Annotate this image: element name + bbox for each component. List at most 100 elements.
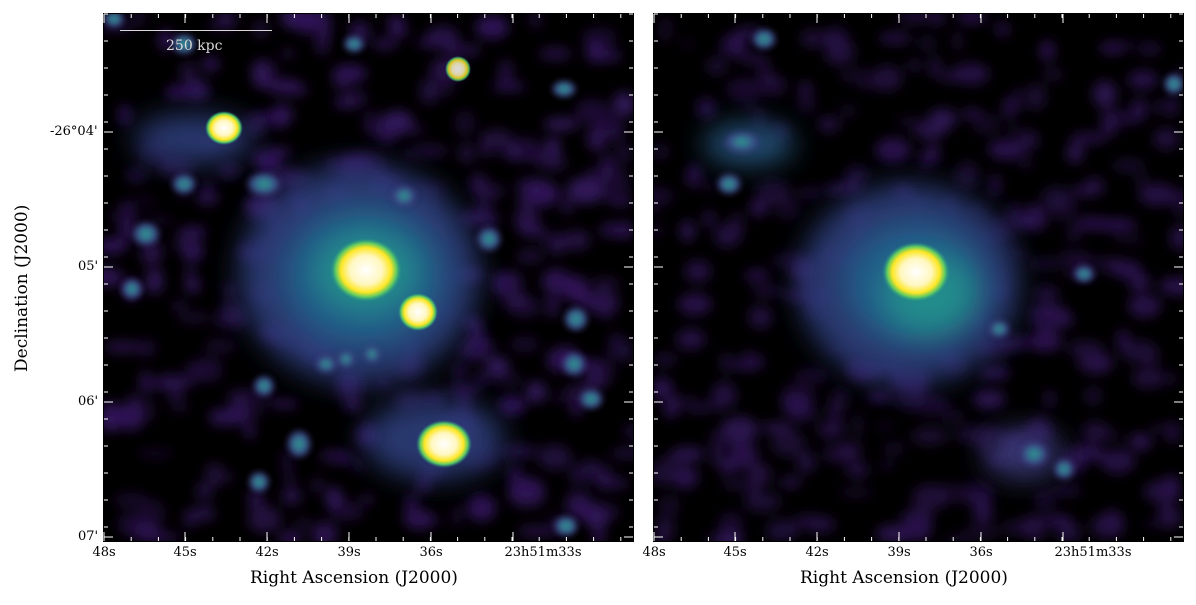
noise-blob — [466, 493, 497, 522]
noise-blob — [177, 311, 211, 325]
noise-blob — [202, 56, 220, 72]
noise-blob — [1101, 509, 1124, 533]
noise-blob — [564, 229, 591, 251]
noise-blob — [250, 58, 278, 84]
noise-blob — [929, 55, 941, 79]
noise-blob — [1021, 514, 1048, 535]
noise-blob — [491, 81, 527, 92]
right-x-tick-label: 39s — [887, 545, 911, 560]
noise-blob — [906, 60, 924, 71]
noise-blob — [201, 178, 215, 204]
noise-blob — [880, 461, 894, 470]
noise-blob — [685, 163, 703, 188]
noise-blob — [703, 181, 715, 193]
noise-blob — [1153, 127, 1180, 150]
noise-blob — [838, 68, 875, 83]
noise-blob — [560, 197, 573, 215]
noise-blob — [104, 341, 140, 353]
noise-blob — [541, 268, 571, 294]
emission-blob — [170, 172, 198, 196]
noise-blob — [1158, 277, 1183, 295]
noise-blob — [851, 412, 865, 439]
noise-blob — [979, 366, 1011, 380]
noise-blob — [403, 147, 416, 160]
right-x-tick-label: 45s — [723, 545, 747, 560]
noise-blob — [1123, 39, 1136, 51]
noise-blob — [600, 153, 615, 180]
noise-blob — [451, 504, 462, 528]
noise-blob — [517, 193, 535, 208]
noise-blob — [607, 342, 620, 361]
noise-blob — [1053, 485, 1083, 496]
noise-blob — [1138, 183, 1176, 206]
noise-blob — [553, 237, 568, 249]
noise-blob — [744, 269, 770, 282]
noise-blob — [279, 49, 297, 58]
noise-blob — [742, 349, 754, 372]
noise-blob — [1066, 143, 1084, 164]
noise-blob — [591, 277, 620, 289]
noise-blob — [510, 336, 539, 353]
noise-blob — [938, 70, 962, 83]
emission-blob — [104, 14, 126, 29]
noise-blob — [1042, 67, 1064, 82]
noise-blob — [654, 225, 663, 235]
noise-blob — [126, 393, 141, 420]
noise-blob — [1017, 129, 1040, 151]
right-x-axis-label: Right Ascension (J2000) — [800, 568, 1008, 588]
noise-blob — [195, 504, 216, 522]
noise-blob — [1136, 176, 1147, 185]
noise-blob — [793, 514, 819, 527]
noise-blob — [597, 473, 615, 491]
noise-blob — [333, 97, 361, 109]
noise-blob — [972, 497, 993, 525]
y-tick-label: 06' — [78, 394, 99, 409]
noise-blob — [972, 389, 1006, 410]
noise-blob — [617, 341, 633, 362]
noise-blob — [609, 166, 629, 188]
noise-blob — [269, 399, 300, 408]
noise-blob — [941, 409, 966, 424]
noise-blob — [139, 370, 152, 395]
noise-blob — [608, 334, 625, 344]
noise-blob — [1169, 225, 1183, 251]
noise-blob — [164, 85, 191, 99]
noise-blob — [531, 151, 543, 162]
noise-blob — [1069, 132, 1107, 145]
right-x-tick-label: 42s — [805, 545, 829, 560]
noise-blob — [918, 36, 936, 50]
noise-blob — [517, 525, 554, 538]
noise-blob — [672, 465, 699, 489]
noise-blob — [680, 220, 695, 242]
noise-blob — [684, 260, 712, 283]
noise-blob — [839, 487, 874, 498]
noise-blob — [895, 116, 928, 128]
noise-blob — [195, 482, 214, 501]
noise-blob — [703, 209, 715, 228]
noise-blob — [320, 24, 331, 41]
noise-blob — [226, 402, 251, 426]
noise-blob — [749, 199, 769, 217]
noise-blob — [206, 22, 237, 31]
noise-blob — [932, 14, 944, 27]
noise-blob — [798, 82, 813, 93]
noise-blob — [1065, 225, 1082, 242]
right-x-tick-label: 23h51m33s — [1054, 545, 1132, 560]
noise-blob — [404, 515, 442, 526]
noise-blob — [846, 461, 869, 479]
emission-blob — [314, 354, 338, 374]
left-x-axis-label: Right Ascension (J2000) — [250, 568, 458, 588]
noise-blob — [247, 505, 282, 533]
noise-blob — [584, 377, 607, 389]
noise-blob — [1028, 258, 1065, 270]
noise-blob — [1034, 490, 1057, 512]
noise-blob — [654, 143, 671, 160]
noise-blob — [404, 494, 419, 515]
noise-blob — [113, 492, 149, 509]
right-x-tick-label: 36s — [969, 545, 993, 560]
noise-blob — [725, 77, 763, 103]
noise-blob — [675, 328, 706, 350]
noise-blob — [504, 146, 524, 163]
noise-blob — [972, 113, 1001, 136]
emission-blob — [550, 79, 578, 99]
